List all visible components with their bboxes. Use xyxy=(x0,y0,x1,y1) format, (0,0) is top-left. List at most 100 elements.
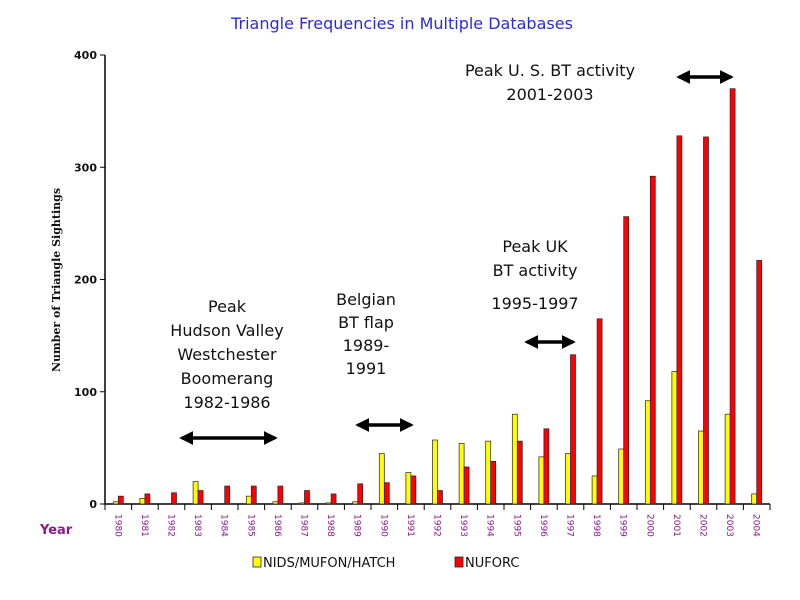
annotation-text: 2001-2003 xyxy=(506,85,593,104)
bar-nids-mufon-hatch-1994 xyxy=(485,440,492,505)
bar-nuforc-2003 xyxy=(729,88,736,505)
annotation-text: 1989- xyxy=(343,336,390,355)
bar-nuforc-2004 xyxy=(756,260,763,505)
bar-nids-mufon-hatch-2000 xyxy=(644,400,651,505)
bar-nids-mufon-hatch-1995 xyxy=(511,413,518,505)
bar-nuforc-1998 xyxy=(596,318,603,505)
legend-label: NIDS/MUFON/HATCH xyxy=(263,556,395,571)
bar-nuforc-2001 xyxy=(676,135,683,505)
x-tick-label: 2004 xyxy=(751,514,761,537)
x-tick-label: 1999 xyxy=(618,514,628,537)
annotation-text: Peak xyxy=(208,297,247,316)
chart-title: Triangle Frequencies in Multiple Databas… xyxy=(230,14,573,33)
annotation-text: Hudson Valley xyxy=(170,321,283,340)
annotation-text: 1995-1997 xyxy=(491,294,578,313)
bar-nids-mufon-hatch-1996 xyxy=(538,456,545,505)
legend-swatch xyxy=(454,556,464,568)
bar-nids-mufon-hatch-1981 xyxy=(139,498,146,505)
bar-nids-mufon-hatch-1991 xyxy=(405,472,412,505)
x-tick-label: 1987 xyxy=(299,514,309,537)
annotation-text: 1982-1986 xyxy=(183,393,270,412)
y-tick-label: 0 xyxy=(89,498,97,511)
legend-swatch xyxy=(252,556,262,568)
x-tick-label: 1998 xyxy=(591,514,601,537)
bar-nids-mufon-hatch-1990 xyxy=(378,453,385,505)
x-tick-label: 1986 xyxy=(272,514,282,537)
annotation-text: Westchester xyxy=(177,345,277,364)
bar-nids-mufon-hatch-2003 xyxy=(724,413,731,505)
bar-nids-mufon-hatch-1986 xyxy=(272,501,279,505)
x-tick-label: 1981 xyxy=(139,514,149,537)
y-tick-label: 400 xyxy=(74,49,97,62)
bar-nuforc-1983 xyxy=(197,490,204,505)
x-tick-label: 1984 xyxy=(219,514,229,537)
x-tick-label: 1989 xyxy=(352,514,362,537)
annotation-text: Peak U. S. BT activity xyxy=(465,61,635,80)
bar-nuforc-1980 xyxy=(117,495,124,505)
bar-nuforc-1982 xyxy=(171,492,177,505)
bar-nuforc-1990 xyxy=(383,482,390,505)
x-tick-label: 1982 xyxy=(166,514,176,537)
bar-nids-mufon-hatch-1993 xyxy=(458,443,465,505)
bar-nids-mufon-hatch-1987 xyxy=(299,502,305,505)
bar-nids-mufon-hatch-1989 xyxy=(352,501,359,505)
x-tick-label: 1993 xyxy=(458,514,468,537)
bar-nuforc-1981 xyxy=(144,493,151,505)
y-tick-label: 300 xyxy=(74,161,97,174)
bar-nuforc-2000 xyxy=(649,175,656,505)
x-tick-label: 1997 xyxy=(565,514,575,537)
x-tick-label: 2002 xyxy=(698,514,708,537)
x-tick-label: 2003 xyxy=(724,514,734,537)
bar-nuforc-2002 xyxy=(703,136,709,505)
x-tick-label: 2000 xyxy=(644,514,654,537)
bar-nids-mufon-hatch-1983 xyxy=(192,481,199,505)
bar-nuforc-1997 xyxy=(570,354,576,505)
bar-nuforc-1993 xyxy=(463,466,470,505)
bar-nids-mufon-hatch-2001 xyxy=(671,371,678,505)
annotation-text: Belgian xyxy=(336,290,396,309)
x-tick-label: 1992 xyxy=(432,514,442,537)
annotation-text: 1991 xyxy=(346,359,387,378)
bar-nuforc-1988 xyxy=(330,493,337,505)
bar-nuforc-1992 xyxy=(437,490,443,505)
bar-nuforc-1985 xyxy=(250,485,257,505)
x-tick-label: 1991 xyxy=(405,514,415,537)
bar-nids-mufon-hatch-1997 xyxy=(565,453,571,505)
bar-nids-mufon-hatch-1992 xyxy=(432,439,438,505)
bar-nids-mufon-hatch-1980 xyxy=(112,501,119,505)
y-axis-label: Number of Triangle Sightings xyxy=(50,188,63,372)
x-tick-label: 1990 xyxy=(378,514,388,537)
bar-nuforc-1984 xyxy=(224,485,231,505)
legend-label: NUFORC xyxy=(465,556,519,571)
y-tick-label: 200 xyxy=(74,274,97,287)
bar-nids-mufon-hatch-1999 xyxy=(618,448,625,505)
bar-nids-mufon-hatch-2002 xyxy=(698,430,704,505)
annotation-text: Peak UK xyxy=(502,237,568,256)
annotation-text: Boomerang xyxy=(181,369,274,388)
bar-nids-mufon-hatch-1985 xyxy=(245,495,252,505)
annotation-text: BT flap xyxy=(338,313,394,332)
x-axis-label: Year xyxy=(39,523,73,538)
y-tick-label: 100 xyxy=(74,386,97,399)
bar-nuforc-1994 xyxy=(490,460,497,505)
x-tick-label: 1980 xyxy=(112,514,122,537)
bar-nuforc-1989 xyxy=(357,483,364,505)
bar-nuforc-1987 xyxy=(304,490,310,505)
bar-nids-mufon-hatch-1988 xyxy=(325,502,332,505)
bar-nuforc-1999 xyxy=(623,216,630,505)
x-tick-label: 1995 xyxy=(511,514,521,537)
bar-nuforc-1986 xyxy=(277,485,284,505)
bar-nids-mufon-hatch-1998 xyxy=(591,475,598,505)
bar-nuforc-1995 xyxy=(516,440,523,505)
x-tick-label: 1983 xyxy=(192,514,202,537)
x-tick-label: 1996 xyxy=(538,514,548,537)
annotation-text: BT activity xyxy=(493,261,578,280)
x-tick-label: 1994 xyxy=(485,514,495,537)
bar-nuforc-1991 xyxy=(410,475,417,505)
x-tick-label: 1988 xyxy=(325,514,335,537)
bar-nids-mufon-hatch-2004 xyxy=(751,493,758,505)
bar-nuforc-1996 xyxy=(543,428,550,505)
x-tick-label: 1985 xyxy=(245,514,255,537)
x-tick-label: 2001 xyxy=(671,514,681,537)
